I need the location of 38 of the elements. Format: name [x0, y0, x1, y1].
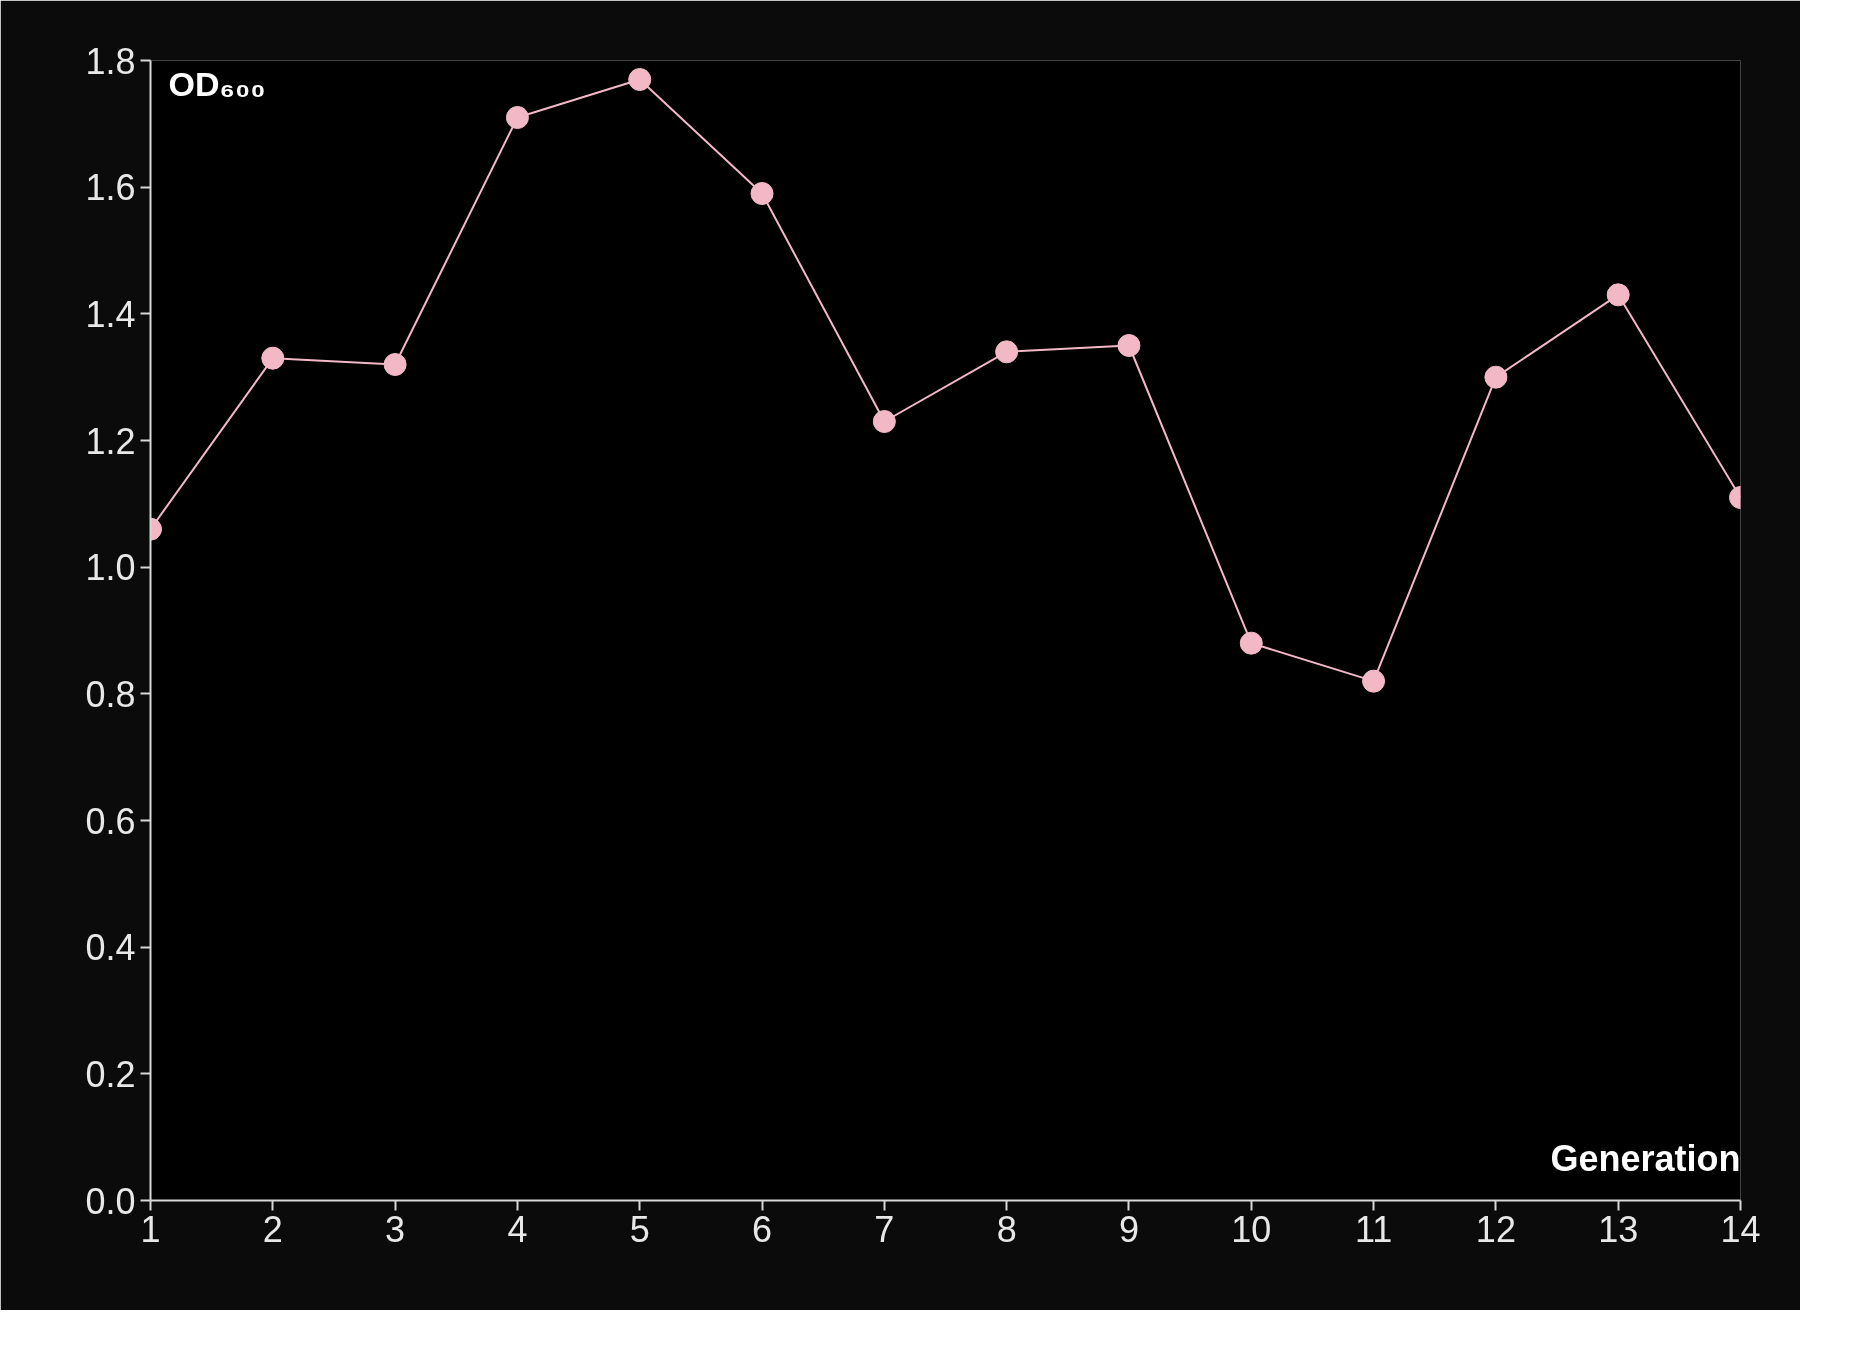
x-tick-label: 9	[1118, 1208, 1139, 1250]
x-tick-label: 10	[1231, 1208, 1272, 1250]
point	[872, 410, 896, 433]
x-tick-label: 3	[385, 1208, 406, 1250]
point	[261, 346, 285, 370]
x-tick-label: 1	[140, 1208, 161, 1250]
point	[1484, 365, 1508, 389]
y-tick-label: 1.0	[85, 547, 136, 589]
x-tick-label: 11	[1354, 1208, 1393, 1250]
point	[1239, 631, 1263, 655]
y-axis-title: OD₆₀₀	[168, 64, 266, 103]
point	[628, 68, 652, 91]
y-tick-label: 1.4	[85, 293, 136, 335]
y-tick-label: 0.6	[85, 800, 136, 842]
y-tick-label: 0.0	[85, 1180, 136, 1222]
point	[995, 340, 1019, 364]
x-axis-title: Generation	[1550, 1137, 1741, 1179]
point	[383, 353, 407, 376]
x-tick-label: 4	[507, 1208, 528, 1250]
x-tick-label: 12	[1475, 1208, 1516, 1250]
y-tick-label: 0.8	[85, 673, 136, 715]
x-tick-label: 13	[1598, 1208, 1639, 1250]
x-tick-label: 6	[752, 1208, 773, 1250]
point	[1606, 283, 1630, 307]
x-tick-label: 2	[262, 1208, 283, 1250]
y-tick-label: 0.4	[85, 927, 136, 969]
y-tick-label: 1.2	[85, 420, 136, 462]
x-tick-label: 14	[1720, 1208, 1761, 1250]
point	[1362, 669, 1386, 693]
x-tick-label: 5	[629, 1208, 650, 1250]
point	[750, 182, 774, 205]
y-tick-label: 1.6	[85, 167, 136, 209]
x-tick-label: 8	[996, 1208, 1017, 1250]
point	[1117, 334, 1141, 357]
x-tick-label: 7	[874, 1208, 895, 1250]
y-tick-label: 0.2	[85, 1053, 136, 1095]
point	[505, 106, 529, 129]
y-tick-label: 1.8	[85, 40, 136, 82]
